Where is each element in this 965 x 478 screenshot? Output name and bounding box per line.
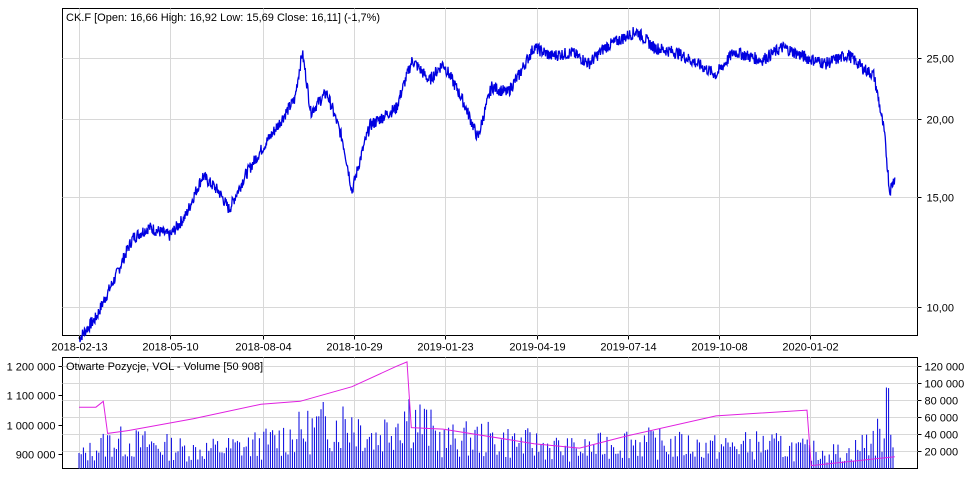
volume-tick-label: 20 000 <box>925 447 959 459</box>
open-interest-line <box>79 361 895 467</box>
price-line <box>78 27 896 343</box>
open-interest-tick-label: 1 000 000 <box>7 421 56 433</box>
price-x-tick-label: 2019-07-14 <box>600 342 656 354</box>
open-interest-tick-label: 900 000 <box>16 450 56 462</box>
open-interest-tick-label: 1 200 000 <box>7 362 56 374</box>
volume-tick-label: 100 000 <box>925 379 965 391</box>
volume-panel: Otwarte Pozycje, VOL - Volume [50 908] 9… <box>7 357 965 469</box>
price-x-tick-label: 2019-04-19 <box>509 342 565 354</box>
price-x-axis: 2018-02-13 2018-05-10 2018-08-04 2018-10-29… <box>51 335 839 354</box>
price-x-tick-label: 2018-10-29 <box>326 342 382 354</box>
price-x-tick-label: 2018-02-13 <box>51 342 107 354</box>
price-y-axis: 10,00 15,00 20,00 25,00 <box>917 54 955 315</box>
price-panel-title: CK.F [Open: 16,66 High: 16,92 Low: 15,69… <box>66 12 380 24</box>
price-y-tick-label: 10,00 <box>927 303 955 315</box>
price-panel-frame <box>62 8 918 336</box>
volume-tick-label: 60 000 <box>925 413 959 425</box>
price-x-tick-label: 2019-01-23 <box>417 342 473 354</box>
volume-tick-label: 40 000 <box>925 430 959 442</box>
open-interest-tick-label: 1 100 000 <box>7 391 56 403</box>
price-y-tick-label: 15,00 <box>927 193 955 205</box>
price-x-tick-label: 2018-05-10 <box>142 342 198 354</box>
volume-axis: 20 000 40 000 60 000 80 000 100 000 120 000 <box>917 362 965 459</box>
volume-bars <box>78 387 894 469</box>
price-x-tick-label: 2018-08-04 <box>235 342 291 354</box>
price-x-tick-label: 2019-10-08 <box>691 342 747 354</box>
volume-tick-label: 80 000 <box>925 396 959 408</box>
price-y-tick-label: 25,00 <box>927 54 955 66</box>
volume-panel-title: Otwarte Pozycje, VOL - Volume [50 908] <box>66 361 263 373</box>
volume-tick-label: 120 000 <box>925 362 965 374</box>
price-x-tick-label: 2020-01-02 <box>782 342 838 354</box>
price-panel: CK.F [Open: 16,66 High: 16,92 Low: 15,69… <box>51 8 955 354</box>
price-grid <box>62 8 918 336</box>
open-interest-axis: 900 000 1 000 000 1 100 000 1 200 000 <box>7 362 63 462</box>
price-y-tick-label: 20,00 <box>927 115 955 127</box>
